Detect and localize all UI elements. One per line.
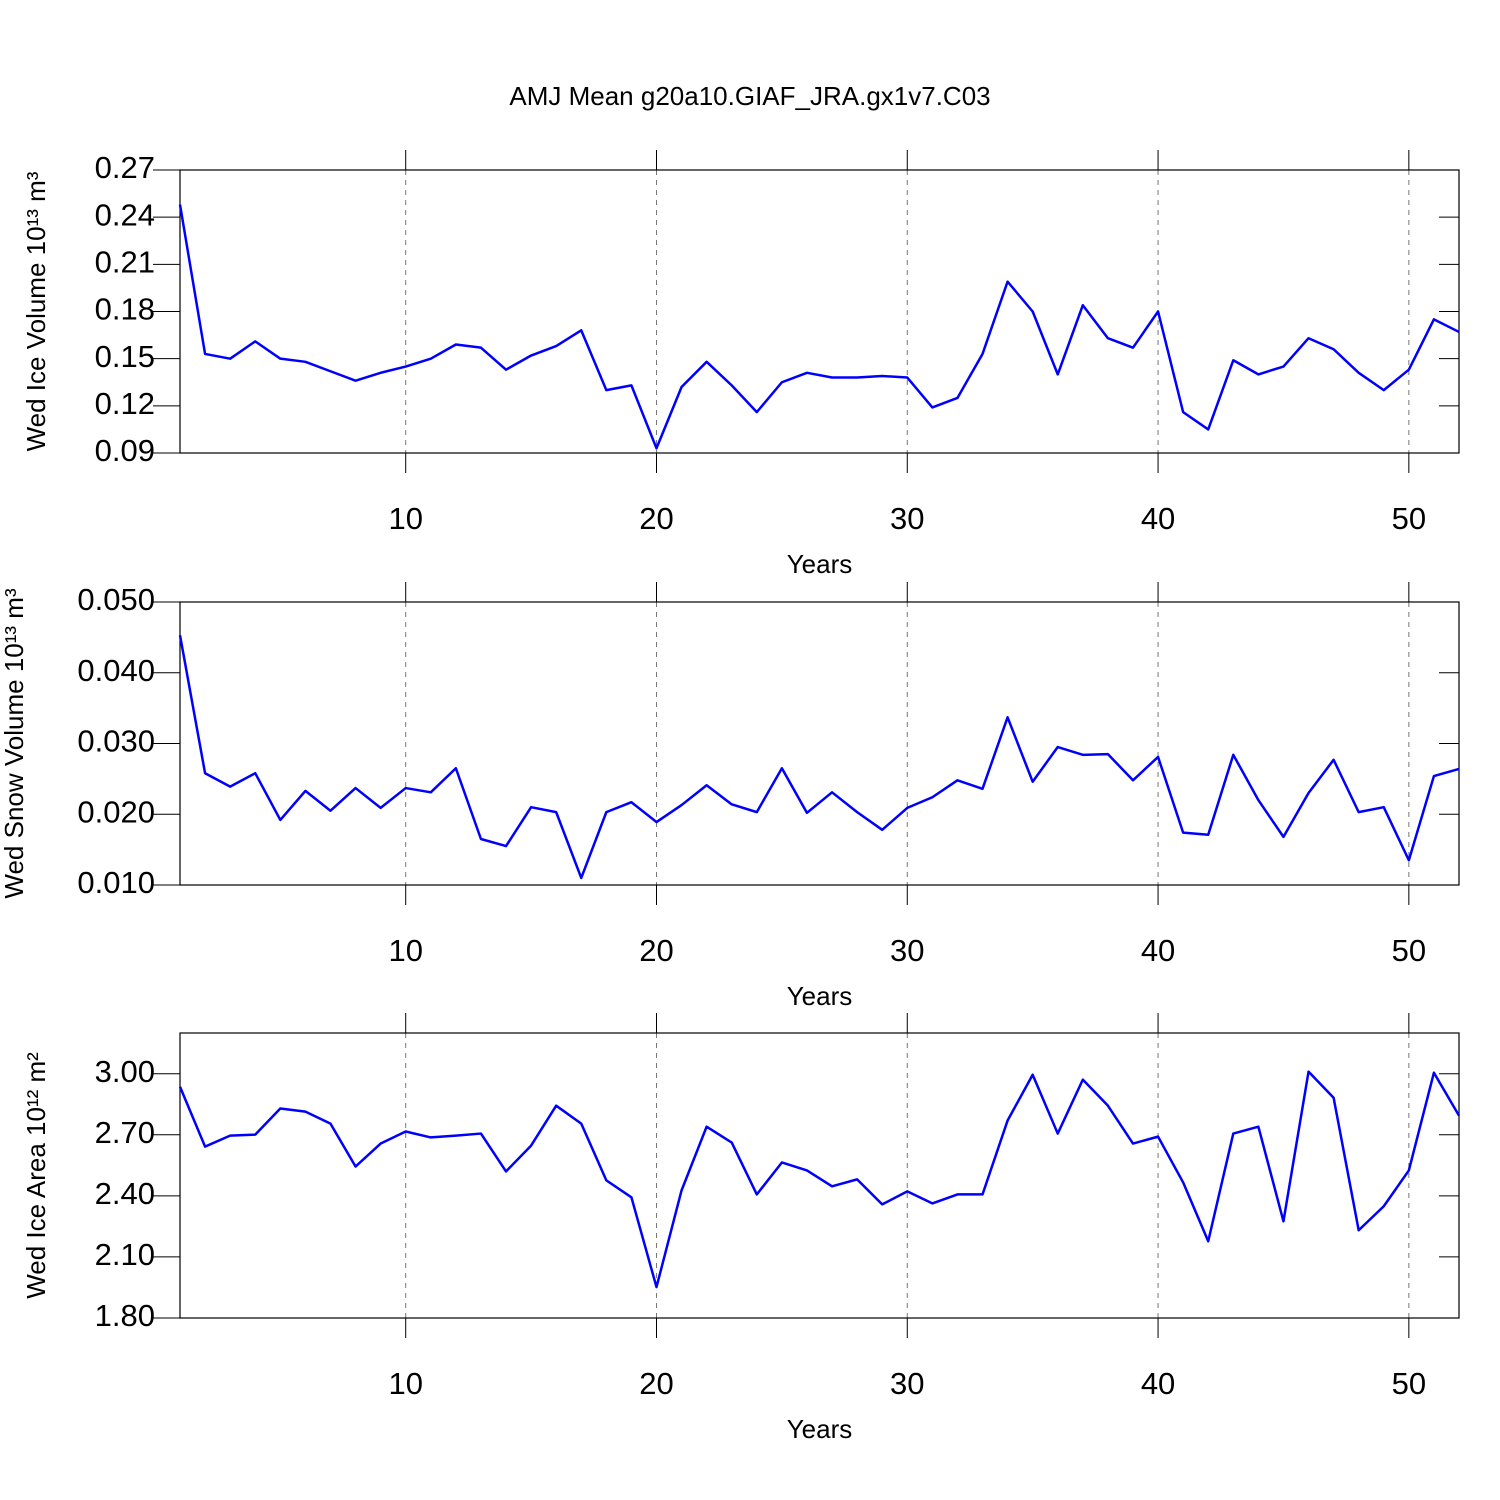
x-tick-label: 20 <box>639 1366 673 1401</box>
y-tick-label: 0.050 <box>77 582 155 617</box>
y-axis-label: Wed Ice Area 10¹² m² <box>21 1052 51 1299</box>
y-tick-label: 0.24 <box>95 197 155 232</box>
x-tick-label: 10 <box>388 501 422 536</box>
y-tick-label: 1.80 <box>95 1298 155 1333</box>
x-tick-label: 40 <box>1141 1366 1175 1401</box>
y-tick-label: 0.15 <box>95 339 155 374</box>
x-tick-label: 10 <box>388 1366 422 1401</box>
x-tick-label: 30 <box>890 1366 924 1401</box>
x-tick-label: 20 <box>639 933 673 968</box>
x-tick-label: 10 <box>388 933 422 968</box>
y-axis-label: Wed Snow Volume 10¹³ m³ <box>0 588 29 899</box>
x-tick-label: 20 <box>639 501 673 536</box>
x-tick-label: 30 <box>890 933 924 968</box>
y-tick-label: 0.09 <box>95 433 155 468</box>
y-tick-label: 2.40 <box>95 1176 155 1211</box>
x-tick-label: 40 <box>1141 501 1175 536</box>
y-tick-label: 0.030 <box>77 724 155 759</box>
figure-title: AMJ Mean g20a10.GIAF_JRA.gx1v7.C03 <box>509 81 990 111</box>
y-tick-label: 0.21 <box>95 245 155 280</box>
x-tick-label: 50 <box>1392 501 1426 536</box>
y-tick-label: 3.00 <box>95 1054 155 1089</box>
plot-frame <box>179 169 1460 454</box>
data-line <box>178 635 1460 880</box>
y-axis-label: Wed Ice Volume 10¹³ m³ <box>21 171 51 451</box>
y-tick-label: 0.040 <box>77 653 155 688</box>
y-tick-label: 0.27 <box>95 150 155 185</box>
x-tick-label: 50 <box>1392 933 1426 968</box>
x-tick-label: 40 <box>1141 933 1175 968</box>
x-axis-label: Years <box>787 1414 853 1444</box>
x-tick-label: 30 <box>890 501 924 536</box>
data-line <box>178 1070 1461 1289</box>
y-tick-label: 0.010 <box>77 865 155 900</box>
y-tick-label: 0.020 <box>77 794 155 829</box>
x-axis-label: Years <box>787 549 853 579</box>
y-tick-label: 0.12 <box>95 386 155 421</box>
y-tick-label: 0.18 <box>95 292 155 327</box>
x-axis-label: Years <box>787 981 853 1011</box>
plot-frame <box>179 1032 1460 1319</box>
y-tick-label: 2.70 <box>95 1115 155 1150</box>
plot-frame <box>179 601 1460 886</box>
y-tick-label: 2.10 <box>95 1237 155 1272</box>
data-line <box>178 204 1460 450</box>
x-tick-label: 50 <box>1392 1366 1426 1401</box>
